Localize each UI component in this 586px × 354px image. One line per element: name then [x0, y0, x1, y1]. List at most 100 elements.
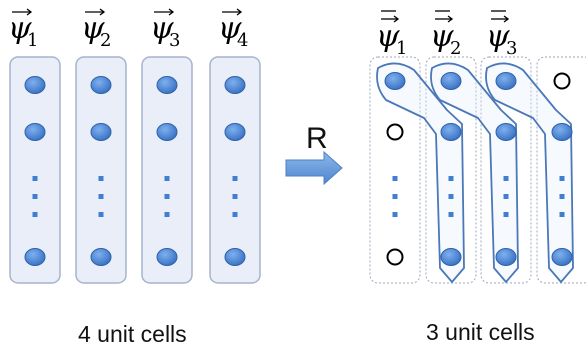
ellipsis-dot: [559, 194, 565, 199]
ellipsis-dot: [392, 212, 398, 217]
right-label-2-index: 2: [450, 38, 461, 59]
right-label-1-index: 1: [396, 38, 407, 59]
new-cell-outline-1: [376, 62, 465, 283]
right-column-4: [551, 72, 573, 266]
ellipsis-dot: [232, 212, 238, 217]
right-caption: 3 unit cells: [426, 319, 535, 345]
filled-node: [495, 123, 517, 141]
filled-node: [495, 72, 517, 90]
vector-arrowhead-icon: [26, 8, 33, 16]
left-label-1: ψ 1: [8, 8, 38, 51]
left-label-4-index: 4: [237, 30, 248, 51]
dotted-cell-frame: [369, 56, 421, 284]
empty-node: [386, 123, 404, 141]
vector-arrowhead-icon: [168, 8, 175, 16]
vector-arrowhead-icon: [236, 8, 243, 16]
left-label-2-symbol: ψ: [81, 11, 105, 46]
filled-node: [224, 76, 246, 94]
ellipsis-dot: [559, 176, 565, 181]
filled-node: [551, 123, 573, 141]
filled-node: [90, 76, 112, 94]
ellipsis-dot: [164, 194, 170, 199]
vector-arrowhead-icon: [503, 15, 510, 23]
empty-node: [386, 248, 404, 266]
vector-arrowhead-icon: [393, 15, 400, 23]
filled-node: [156, 123, 178, 141]
left-label-2: ψ 2: [81, 8, 111, 51]
ellipsis-dot: [392, 194, 398, 199]
filled-node: [551, 248, 573, 266]
filled-node: [495, 248, 517, 266]
right-column-1: [384, 72, 406, 266]
left-group: ψ 1 ψ 2 ψ 3 ψ 4: [8, 8, 261, 347]
filled-node: [440, 248, 462, 266]
left-label-2-index: 2: [100, 30, 111, 51]
cell-frame: [141, 56, 193, 284]
dotted-cell-frame: [425, 56, 477, 284]
empty-node: [553, 72, 571, 90]
right-label-3-symbol: ψ: [486, 19, 510, 54]
filled-node: [24, 76, 46, 94]
ellipsis-dot: [559, 212, 565, 217]
filled-node: [90, 248, 112, 266]
dotted-cell-frame: [536, 56, 586, 284]
new-unit-cells: [376, 62, 574, 283]
filled-node: [24, 123, 46, 141]
left-label-3-symbol: ψ: [150, 11, 174, 46]
left-label-4-symbol: ψ: [218, 11, 242, 46]
operator: R: [285, 122, 343, 186]
ellipsis-dot: [232, 176, 238, 181]
ellipsis-dot: [448, 176, 454, 181]
left-cell-4: [209, 56, 261, 284]
ellipsis-dot: [98, 176, 104, 181]
vector-arrowhead-icon: [99, 8, 106, 16]
new-cell-outline-2: [430, 62, 519, 283]
filled-node: [440, 72, 462, 90]
ellipsis-dot: [164, 212, 170, 217]
new-cell-outline-3: [485, 62, 574, 283]
ellipsis-dot: [503, 212, 509, 217]
left-cell-1: [9, 56, 61, 284]
dotted-cell-frame: [480, 56, 532, 284]
original-cells: [369, 56, 586, 284]
right-column-2: [440, 72, 462, 266]
filled-node: [156, 76, 178, 94]
ellipsis-dot: [32, 176, 38, 181]
left-label-1-index: 1: [27, 30, 38, 51]
ellipsis-dot: [32, 212, 38, 217]
cell-frame: [209, 56, 261, 284]
right-label-1: ψ 1: [376, 10, 407, 59]
filled-node: [224, 248, 246, 266]
operator-label: R: [306, 122, 328, 155]
ellipsis-dot: [503, 176, 509, 181]
right-label-3-index: 3: [506, 38, 517, 59]
left-label-3: ψ 3: [150, 8, 180, 51]
right-column-3: [495, 72, 517, 266]
right-label-2: ψ 2: [430, 10, 461, 59]
right-label-2-symbol: ψ: [430, 19, 454, 54]
filled-node: [24, 248, 46, 266]
left-cell-2: [75, 56, 127, 284]
filled-node: [156, 248, 178, 266]
cell-frame: [9, 56, 61, 284]
right-group: ψ 1 ψ 2 ψ 3: [369, 10, 586, 345]
ellipsis-dot: [448, 212, 454, 217]
ellipsis-dot: [164, 176, 170, 181]
left-label-1-symbol: ψ: [8, 11, 32, 46]
ellipsis-dot: [32, 194, 38, 199]
ellipsis-dot: [392, 176, 398, 181]
right-label-1-symbol: ψ: [376, 19, 400, 54]
cell-frame: [75, 56, 127, 284]
filled-node: [384, 72, 406, 90]
filled-node: [440, 123, 462, 141]
ellipsis-dot: [98, 212, 104, 217]
ellipsis-dot: [232, 194, 238, 199]
filled-node: [90, 123, 112, 141]
ellipsis-dot: [98, 194, 104, 199]
left-label-4: ψ 4: [218, 8, 248, 51]
ellipsis-dot: [503, 194, 509, 199]
left-label-3-index: 3: [169, 30, 180, 51]
left-caption: 4 unit cells: [78, 321, 187, 347]
ellipsis-dot: [448, 194, 454, 199]
